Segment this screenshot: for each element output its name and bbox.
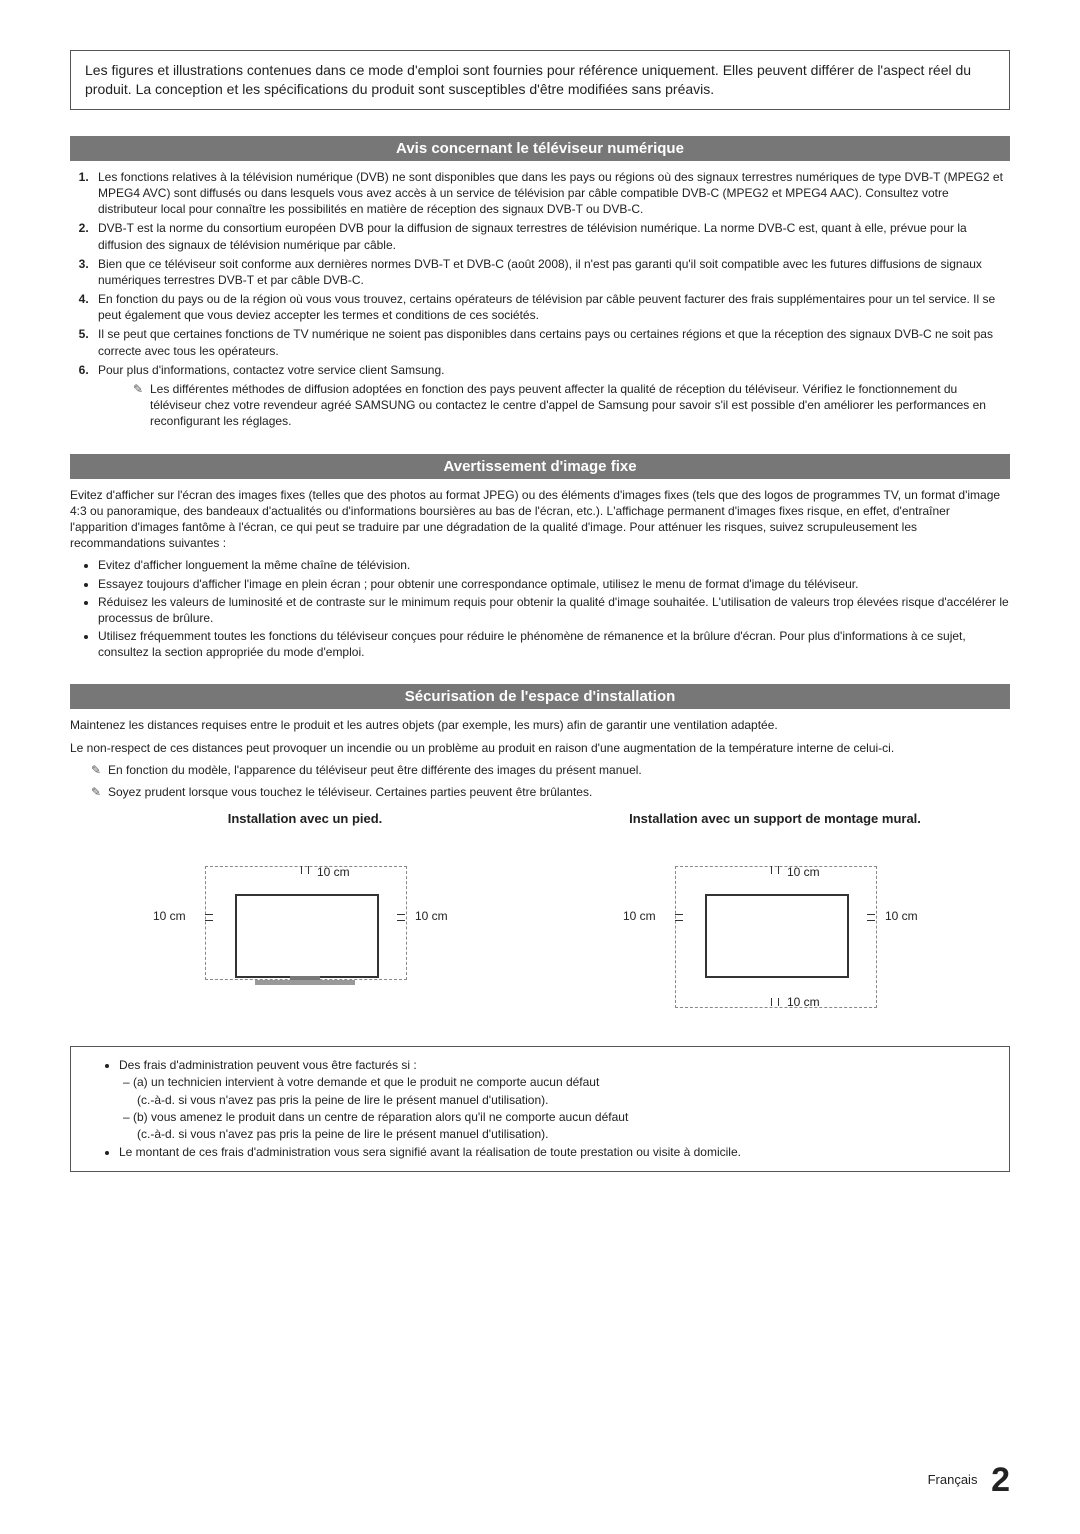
section3-para1: Maintenez les distances requises entre l… [70,717,1010,733]
section1-item-4: En fonction du pays ou de la région où v… [92,291,1010,323]
section1-item-6: Pour plus d'informations, contactez votr… [92,362,1010,430]
install-wall-col: Installation avec un support de montage … [540,810,1010,1016]
admin-sub-a: (a) un technicien intervient à votre dem… [137,1074,995,1109]
intro-text: Les figures et illustrations contenues d… [85,62,971,97]
section1-item-5-text: Il se peut que certaines fonctions de TV… [98,327,993,357]
section2-header: Avertissement d'image fixe [70,454,1010,479]
admin-sub-a-text: (a) un technicien intervient à votre dem… [133,1075,599,1089]
section2-bullets: Evitez d'afficher longuement la même cha… [98,557,1010,660]
section2-bullet-4: Utilisez fréquemment toutes les fonction… [98,628,1010,660]
install-stand-col: Installation avec un pied. 10 cm 10 cm [70,810,540,1016]
install-stand-title: Installation avec un pied. [70,810,540,828]
tick [771,866,772,874]
admin-sub-b2-text: (c.-à-d. si vous n'avez pas pris la pein… [137,1127,548,1141]
note-icon: ✎ [88,762,104,778]
admin-sub-b: (b) vous amenez le produit dans un centr… [137,1109,995,1144]
dim-bottom: 10 cm [787,994,820,1010]
section1-item-3-text: Bien que ce téléviseur soit conforme aux… [98,257,982,287]
section3-body: Maintenez les distances requises entre l… [70,717,1010,1015]
admin-sub-a2-text: (c.-à-d. si vous n'avez pas pris la pein… [137,1093,548,1107]
section1-item-1-text: Les fonctions relatives à la télévision … [98,170,1003,216]
dim-top: 10 cm [317,864,350,880]
admin-line2: Le montant de ces frais d'administration… [119,1144,995,1161]
intro-note-box: Les figures et illustrations contenues d… [70,50,1010,110]
dim-left: 10 cm [153,908,186,924]
footer-lang: Français [928,1472,978,1487]
tv-frame [235,894,379,978]
tv-frame [705,894,849,978]
admin-line1: Des frais d'administration peuvent vous … [119,1057,995,1144]
admin-line1-text: Des frais d'administration peuvent vous … [119,1058,417,1072]
section2-body: Evitez d'afficher sur l'écran des images… [70,487,1010,661]
tick [301,866,302,874]
section1-body: Les fonctions relatives à la télévision … [70,169,1010,430]
section3-note2: ✎ Soyez prudent lorsque vous touchez le … [88,784,1010,800]
page-number: 2 [991,1461,1010,1499]
tick [308,866,309,874]
tick [867,914,875,915]
wall-diagram: 10 cm 10 cm 10 cm 10 cm [605,846,945,1016]
admin-list: Des frais d'administration peuvent vous … [101,1057,995,1161]
tick [778,998,779,1006]
admin-sublist: (a) un technicien intervient à votre dem… [119,1074,995,1144]
tick [867,920,875,921]
section1-item-5: Il se peut que certaines fonctions de TV… [92,326,1010,358]
section3-para2: Le non-respect de ces distances peut pro… [70,740,1010,756]
section1-header: Avis concernant le téléviseur numérique [70,136,1010,161]
section1-item-4-text: En fonction du pays ou de la région où v… [98,292,995,322]
install-wall-title: Installation avec un support de montage … [540,810,1010,828]
admin-fees-box: Des frais d'administration peuvent vous … [70,1046,1010,1172]
stand-diagram: 10 cm 10 cm 10 cm [135,846,475,1016]
dim-right: 10 cm [415,908,448,924]
tv-foot [255,980,355,985]
section2-intro: Evitez d'afficher sur l'écran des images… [70,487,1010,552]
tick [675,920,683,921]
dim-top: 10 cm [787,864,820,880]
dim-right: 10 cm [885,908,918,924]
tick [205,920,213,921]
section1-list: Les fonctions relatives à la télévision … [70,169,1010,430]
section2-bullet-1: Evitez d'afficher longuement la même cha… [98,557,1010,573]
tick [397,914,405,915]
section3-note1-text: En fonction du modèle, l'apparence du té… [108,762,1010,778]
section1-subnote: ✎ Les différentes méthodes de diffusion … [130,381,1010,430]
section3-note1: ✎ En fonction du modèle, l'apparence du … [88,762,1010,778]
tick [205,914,213,915]
page-footer: Français 2 [928,1461,1010,1500]
section3-note2-text: Soyez prudent lorsque vous touchez le té… [108,784,1010,800]
note-icon: ✎ [130,381,146,430]
dim-left: 10 cm [623,908,656,924]
tick [397,920,405,921]
note-icon: ✎ [88,784,104,800]
tick [675,914,683,915]
section2-bullet-2: Essayez toujours d'afficher l'image en p… [98,576,1010,592]
tick [771,998,772,1006]
admin-sub-b-text: (b) vous amenez le produit dans un centr… [133,1110,628,1124]
section1-item-2-text: DVB-T est la norme du consortium europée… [98,221,967,251]
section1-item-6-text: Pour plus d'informations, contactez votr… [98,363,444,377]
section1-item-2: DVB-T est la norme du consortium europée… [92,220,1010,252]
page: Les figures et illustrations contenues d… [0,0,1080,1534]
tick [778,866,779,874]
section1-subnote-text: Les différentes méthodes de diffusion ad… [150,381,1010,430]
section3-header: Sécurisation de l'espace d'installation [70,684,1010,709]
section2-bullet-3: Réduisez les valeurs de luminosité et de… [98,594,1010,626]
section1-item-3: Bien que ce téléviseur soit conforme aux… [92,256,1010,288]
section1-item-1: Les fonctions relatives à la télévision … [92,169,1010,218]
installation-row: Installation avec un pied. 10 cm 10 cm [70,810,1010,1016]
